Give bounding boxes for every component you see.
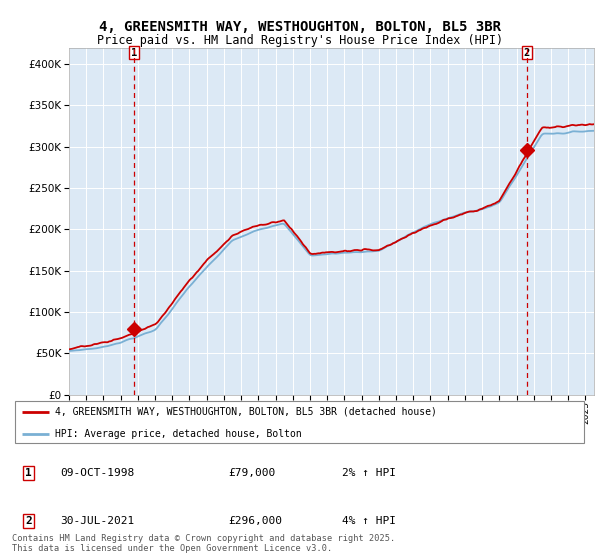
Text: 2: 2 xyxy=(523,48,530,58)
Text: 1: 1 xyxy=(25,468,32,478)
Text: 4, GREENSMITH WAY, WESTHOUGHTON, BOLTON, BL5 3BR: 4, GREENSMITH WAY, WESTHOUGHTON, BOLTON,… xyxy=(99,20,501,34)
Text: 30-JUL-2021: 30-JUL-2021 xyxy=(60,516,134,526)
Text: Price paid vs. HM Land Registry's House Price Index (HPI): Price paid vs. HM Land Registry's House … xyxy=(97,34,503,46)
Text: Contains HM Land Registry data © Crown copyright and database right 2025.
This d: Contains HM Land Registry data © Crown c… xyxy=(12,534,395,553)
Text: 1: 1 xyxy=(131,48,137,58)
Text: HPI: Average price, detached house, Bolton: HPI: Average price, detached house, Bolt… xyxy=(55,429,302,438)
Text: 2: 2 xyxy=(25,516,32,526)
Text: £296,000: £296,000 xyxy=(228,516,282,526)
Text: 4, GREENSMITH WAY, WESTHOUGHTON, BOLTON, BL5 3BR (detached house): 4, GREENSMITH WAY, WESTHOUGHTON, BOLTON,… xyxy=(55,407,437,417)
Text: £79,000: £79,000 xyxy=(228,468,275,478)
Text: 2% ↑ HPI: 2% ↑ HPI xyxy=(342,468,396,478)
Text: 4% ↑ HPI: 4% ↑ HPI xyxy=(342,516,396,526)
Text: 09-OCT-1998: 09-OCT-1998 xyxy=(60,468,134,478)
FancyBboxPatch shape xyxy=(15,401,584,444)
